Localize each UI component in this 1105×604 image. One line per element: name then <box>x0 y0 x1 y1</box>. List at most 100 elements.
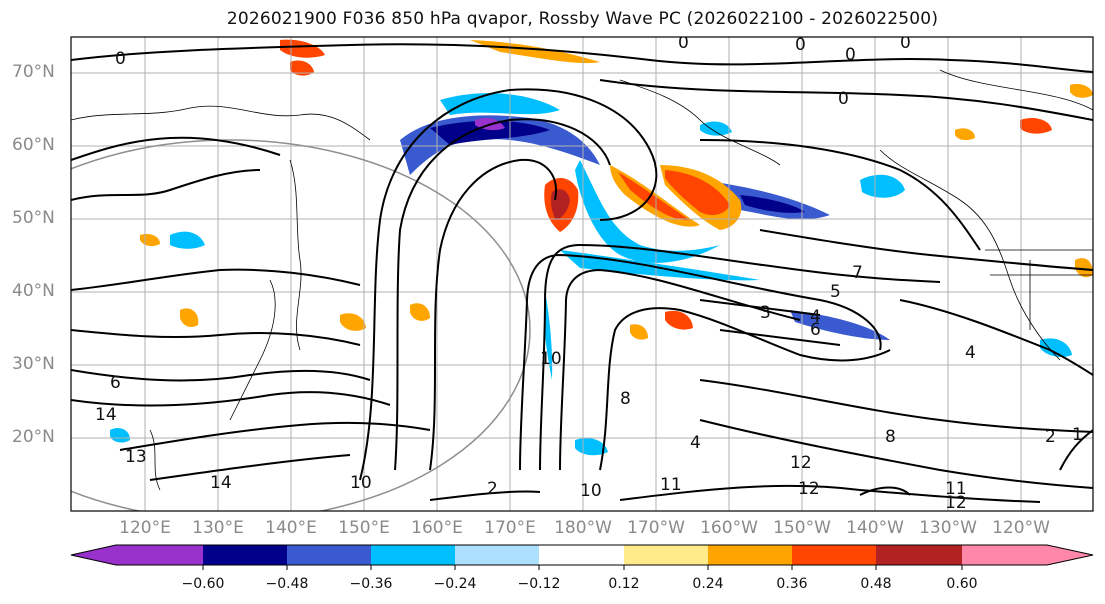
lat-label: 70°N <box>12 62 55 82</box>
map-title: 2026021900 F036 850 hPa qvapor, Rossby W… <box>226 9 939 29</box>
colorbar-tick-label: 0.12 <box>608 576 640 592</box>
positive-anomaly-patch <box>410 303 430 321</box>
contour-label: 4 <box>690 433 701 453</box>
contour-label: 12 <box>790 453 812 473</box>
contour-label: 10 <box>540 349 562 369</box>
contour-label: 14 <box>210 473 232 493</box>
lon-label: 160°W <box>700 518 758 538</box>
graticule <box>71 37 1093 511</box>
colorbar-segment <box>792 545 876 565</box>
negative-anomaly-patch <box>1040 338 1072 358</box>
lon-label: 120°W <box>992 518 1050 538</box>
contour-label: 11 <box>945 479 967 499</box>
positive-anomaly-patch <box>1020 118 1052 134</box>
contour-label: 12 <box>798 479 820 499</box>
negative-anomaly-patch <box>860 174 905 198</box>
positive-anomaly-patch <box>290 60 314 76</box>
contour-label: 2 <box>1045 427 1056 447</box>
colorbar <box>70 544 1094 570</box>
positive-anomaly-patch <box>340 313 366 331</box>
lon-label: 170°W <box>627 518 685 538</box>
colorbar-tick-label: 0.48 <box>860 576 892 592</box>
colorbar-segment <box>203 545 287 565</box>
lat-label: 30°N <box>12 354 55 374</box>
negative-anomaly-patch <box>170 231 205 249</box>
colorbar-tick-label: −0.36 <box>349 576 393 592</box>
negative-anomaly-patch <box>440 93 560 115</box>
colorbar-tick-label: 0.24 <box>692 576 724 592</box>
negative-anomaly-patch <box>790 310 890 340</box>
contour-label: 5 <box>830 282 841 302</box>
contour-label: 0 <box>900 33 911 53</box>
contour-label: 1 <box>1072 425 1083 445</box>
contour-label: 0 <box>845 45 856 65</box>
colorbar-tick-label: −0.24 <box>433 576 477 592</box>
positive-anomaly-patch <box>630 324 648 340</box>
contour-label: 10 <box>580 481 602 501</box>
colorbar-segment <box>539 545 624 565</box>
positive-anomaly-patch <box>665 310 693 330</box>
lon-label: 150°E <box>338 518 390 538</box>
colorbar-segment <box>962 545 1093 565</box>
colorbar-segment <box>71 545 203 565</box>
negative-anomaly-patch <box>740 195 805 213</box>
lon-label: 160°E <box>411 518 463 538</box>
positive-anomaly-patch <box>665 170 730 216</box>
negative-anomaly-patch <box>700 121 732 136</box>
negative-anomaly-patch <box>575 160 720 263</box>
plot-frame <box>70 36 1094 512</box>
contour-label: 4 <box>965 343 976 363</box>
contour-label: 6 <box>810 320 821 340</box>
positive-anomaly-patch <box>1070 84 1093 98</box>
lat-label: 20°N <box>12 427 55 447</box>
contour-label: 0 <box>795 35 806 55</box>
reference-circle <box>71 139 531 511</box>
positive-anomaly-patch <box>610 165 700 227</box>
positive-anomaly-patch <box>618 172 690 221</box>
height-contours <box>71 43 1093 503</box>
lon-label: 120°E <box>119 518 171 538</box>
negative-anomaly-patch <box>110 428 130 443</box>
contour-label: 13 <box>125 447 147 467</box>
colorbar-segment <box>287 545 371 565</box>
colorbar-tick-label: 0.36 <box>776 576 808 592</box>
contour-label: 0 <box>678 33 689 53</box>
lon-label: 170°E <box>484 518 536 538</box>
lon-label: 140°E <box>265 518 317 538</box>
contour-label: 6 <box>110 373 121 393</box>
positive-anomaly-patch <box>180 308 199 328</box>
colorbar-tick-label: −0.48 <box>265 576 309 592</box>
lon-label: 140°W <box>846 518 904 538</box>
contour-label: 4 <box>810 307 821 327</box>
lat-label: 40°N <box>12 281 55 301</box>
contour-label: 0 <box>115 49 126 69</box>
contour-label: 8 <box>885 427 896 447</box>
lon-label: 130°W <box>919 518 977 538</box>
contour-label: 11 <box>660 475 682 495</box>
positive-anomaly-patch <box>955 128 975 141</box>
negative-anomaly-patch <box>543 290 553 380</box>
contour-label: 10 <box>350 473 372 493</box>
negative-anomaly-patch <box>560 250 760 281</box>
colorbar-segment <box>455 545 539 565</box>
contour-label: 3 <box>760 303 771 323</box>
contour-labels: 0 0 0 0 0 0 1 2 2 3 4 4 4 5 6 6 7 8 8 10… <box>95 33 1083 513</box>
contour-label: 2 <box>487 479 498 499</box>
colorbar-tick-label: −0.12 <box>517 576 561 592</box>
lon-label: 180°W <box>554 518 612 538</box>
contour-label: 0 <box>838 89 849 109</box>
positive-anomaly-patch <box>1075 258 1093 278</box>
positive-anomaly-patch <box>470 40 600 64</box>
lon-label: 150°W <box>773 518 831 538</box>
contour-label: 12 <box>945 493 967 513</box>
colorbar-outline <box>70 544 1094 566</box>
coastlines <box>71 69 1093 491</box>
lat-label: 60°N <box>12 135 55 155</box>
colorbar-tick-label: −0.60 <box>181 576 225 592</box>
lat-label: 50°N <box>12 208 55 228</box>
contour-label: 14 <box>95 405 117 425</box>
colorbar-segment <box>624 545 708 565</box>
colorbar-segment <box>876 545 962 565</box>
contour-label: 7 <box>852 263 863 283</box>
